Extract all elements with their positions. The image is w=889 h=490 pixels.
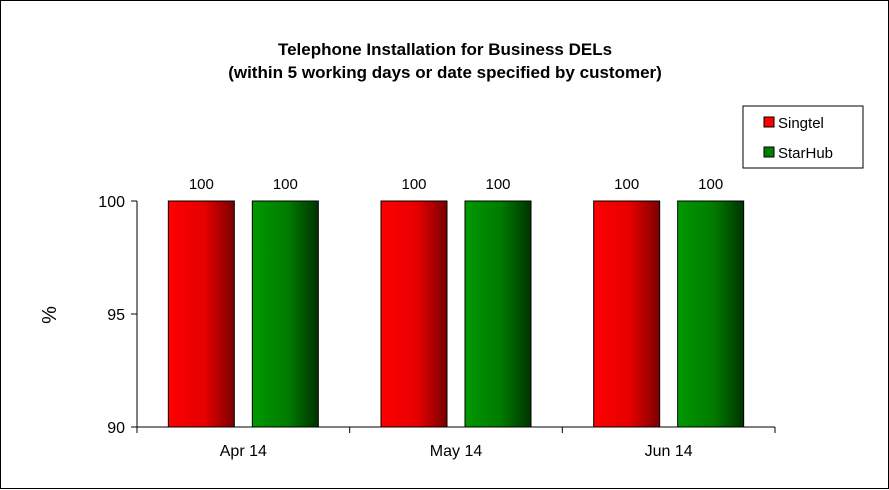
plot-area: 90 95 100 100 100 Apr 14 100 100 May 14 100 100 Jun… [98, 176, 776, 460]
y-tick-label: 100 [98, 194, 125, 211]
y-tick-label: 95 [107, 307, 125, 324]
bar-starhub [677, 200, 745, 428]
bar-singtel [167, 200, 235, 428]
chart-subtitle: (within 5 working days or date specified… [228, 63, 662, 82]
data-label-starhub: 100 [698, 176, 723, 193]
data-label-singtel: 100 [189, 176, 214, 193]
legend-swatch-singtel [763, 116, 775, 128]
x-tick-label: Jun 14 [645, 443, 693, 460]
bar-starhub [464, 200, 532, 428]
chart-title: Telephone Installation for Business DELs [278, 40, 612, 59]
legend-label-starhub: StarHub [778, 145, 833, 162]
legend-swatch-starhub [763, 146, 775, 158]
bar-singtel [380, 200, 448, 428]
x-tick-label: May 14 [430, 443, 483, 460]
data-label-starhub: 100 [273, 176, 298, 193]
y-axis-label: % [39, 306, 61, 324]
data-label-starhub: 100 [485, 176, 510, 193]
y-tick-label: 90 [107, 420, 125, 437]
legend-box [742, 105, 864, 169]
data-label-singtel: 100 [401, 176, 426, 193]
legend-label-singtel: Singtel [778, 115, 824, 132]
legend: Singtel StarHub [742, 105, 864, 169]
bar-singtel [593, 200, 661, 428]
bar-starhub [251, 200, 319, 428]
data-label-singtel: 100 [614, 176, 639, 193]
x-tick-label: Apr 14 [220, 443, 267, 460]
